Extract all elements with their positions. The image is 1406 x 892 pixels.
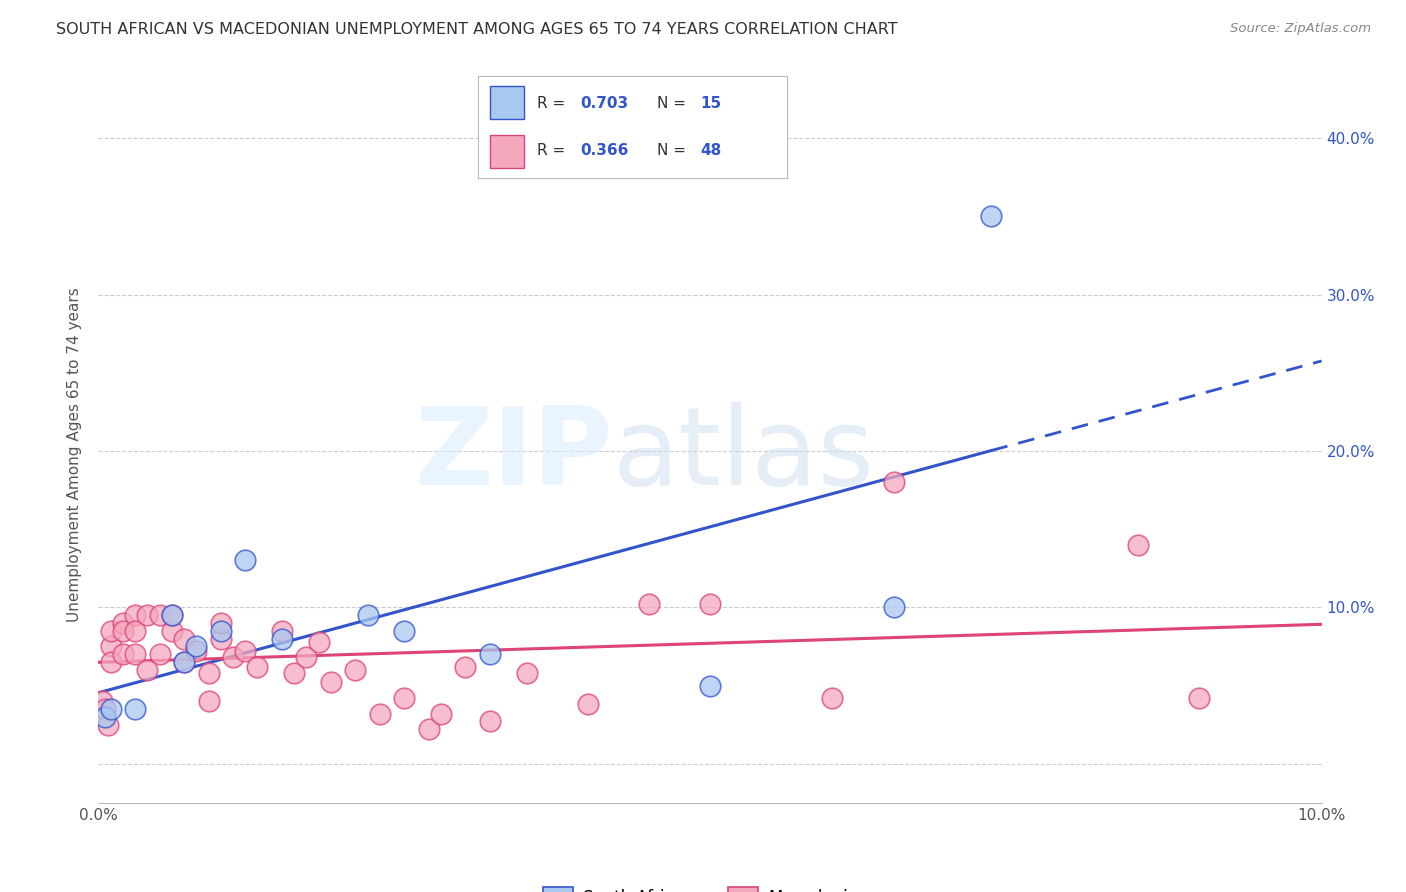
Point [111, 647, 134, 661]
Point [368, 706, 391, 721]
Point [883, 600, 905, 615]
Point [160, 608, 183, 623]
Point [222, 650, 245, 665]
Point [516, 666, 538, 681]
Point [93, 710, 115, 724]
Text: 48: 48 [700, 144, 723, 158]
Point [149, 608, 172, 623]
Point [233, 644, 256, 658]
Point [821, 691, 844, 706]
Point [209, 624, 232, 638]
Point [699, 597, 721, 611]
Point [1128, 538, 1150, 552]
Point [270, 624, 292, 638]
Text: N =: N = [658, 144, 692, 158]
Point [883, 475, 905, 490]
Point [124, 702, 146, 716]
Point [100, 640, 122, 654]
Point [100, 624, 122, 638]
Legend: South Africans, Macedonians: South Africans, Macedonians [536, 880, 884, 892]
Point [295, 650, 318, 665]
Point [392, 691, 416, 706]
Point [270, 632, 292, 646]
Point [356, 608, 378, 623]
Point [160, 608, 183, 623]
FancyBboxPatch shape [491, 136, 524, 168]
Text: SOUTH AFRICAN VS MACEDONIAN UNEMPLOYMENT AMONG AGES 65 TO 74 YEARS CORRELATION C: SOUTH AFRICAN VS MACEDONIAN UNEMPLOYMENT… [56, 22, 898, 37]
Point [308, 634, 330, 648]
Text: 0.703: 0.703 [581, 96, 628, 111]
Point [392, 624, 416, 638]
Point [173, 655, 195, 669]
Point [186, 644, 208, 658]
Point [233, 553, 256, 567]
Point [418, 723, 440, 737]
Point [283, 666, 305, 681]
Point [344, 663, 367, 677]
Point [454, 660, 477, 674]
FancyBboxPatch shape [491, 87, 524, 119]
Point [209, 632, 232, 646]
Point [576, 698, 599, 712]
Point [197, 666, 219, 681]
Point [1188, 691, 1211, 706]
Text: R =: R = [537, 144, 569, 158]
Point [91, 694, 114, 708]
Point [699, 679, 721, 693]
Point [478, 647, 501, 661]
Point [319, 675, 342, 690]
Point [209, 615, 232, 630]
Point [186, 640, 208, 654]
Point [160, 624, 183, 638]
Point [478, 714, 501, 729]
Text: N =: N = [658, 96, 692, 111]
Point [637, 597, 661, 611]
Text: ZIP: ZIP [413, 402, 612, 508]
Text: 15: 15 [700, 96, 721, 111]
Text: R =: R = [537, 96, 569, 111]
Point [111, 624, 134, 638]
Point [173, 632, 195, 646]
Point [149, 647, 172, 661]
Point [197, 694, 219, 708]
Point [97, 717, 120, 731]
Point [100, 702, 122, 716]
Point [124, 647, 146, 661]
Point [173, 655, 195, 669]
Point [111, 615, 134, 630]
Y-axis label: Unemployment Among Ages 65 to 74 years: Unemployment Among Ages 65 to 74 years [67, 287, 83, 623]
Point [124, 608, 146, 623]
Text: 0.366: 0.366 [581, 144, 628, 158]
Point [246, 660, 269, 674]
Point [430, 706, 453, 721]
Point [136, 608, 159, 623]
Point [100, 655, 122, 669]
Point [93, 702, 115, 716]
Text: atlas: atlas [612, 402, 875, 508]
Point [136, 663, 159, 677]
Point [980, 210, 1002, 224]
Point [124, 624, 146, 638]
Text: Source: ZipAtlas.com: Source: ZipAtlas.com [1230, 22, 1371, 36]
